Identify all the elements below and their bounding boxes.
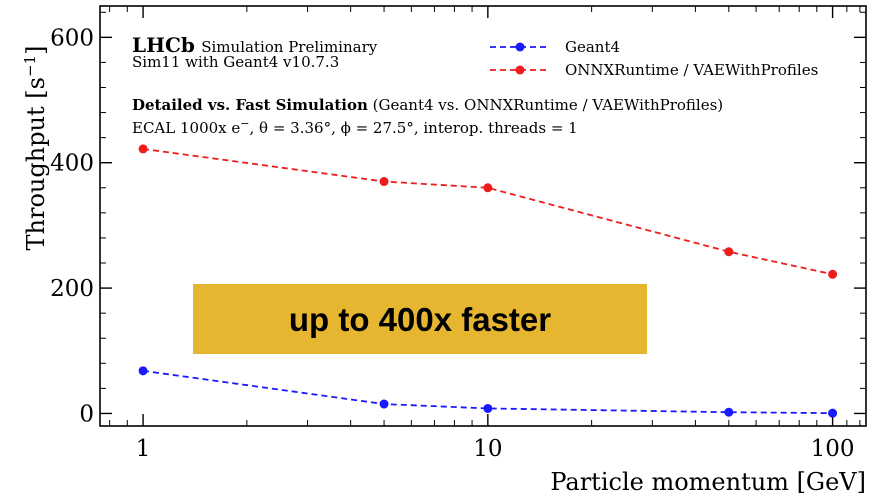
series-line-0 [142, 369, 833, 415]
series-1-point [724, 247, 734, 257]
y-tick-label: 200 [50, 276, 94, 302]
config-prefix: ECAL 1000x e [132, 119, 240, 137]
legend-marker-1 [515, 65, 525, 75]
x-tick-label: 100 [811, 436, 855, 462]
comparison-label: Detailed vs. Fast Simulation (Geant4 vs.… [132, 96, 723, 114]
x-tick-label: 1 [136, 436, 151, 462]
y-axis-label-close: ] [22, 46, 50, 55]
series-0-point [828, 408, 838, 418]
y-axis-label-main: Throughput [s [22, 77, 50, 250]
y-axis-label-sup: −1 [21, 55, 39, 77]
sim-version-label: Sim11 with Geant4 v10.7.3 [132, 53, 339, 71]
y-tick-label: 0 [79, 401, 94, 427]
config-label: ECAL 1000x e−, θ = 3.36°, ϕ = 27.5°, int… [132, 117, 578, 137]
series-line-1 [142, 148, 833, 276]
lhcb-header: LHCb Simulation Preliminary [132, 33, 378, 57]
legend-label-0: Geant4 [565, 38, 620, 56]
config-sup: − [240, 117, 249, 130]
series-1-point [483, 183, 493, 193]
series-0-point [379, 399, 389, 409]
series-0-point [724, 407, 734, 417]
experiment-label: LHCb [132, 33, 195, 57]
legend-marker-0 [515, 42, 525, 52]
series-1-point [379, 177, 389, 187]
y-tick-label: 400 [50, 151, 94, 177]
series-0-point [483, 403, 493, 413]
series-1-point [138, 144, 148, 154]
experiment-sub-label: Simulation Preliminary [201, 38, 378, 56]
series-1-point [828, 269, 838, 279]
x-axis-ticks: 1 10 100 [109, 6, 861, 462]
plot-frame [99, 5, 867, 427]
series-0-point [138, 366, 148, 376]
banner-text: up to 400x faster [289, 301, 551, 338]
y-tick-label: 600 [50, 25, 94, 51]
y-axis-label: Throughput [s−1] [21, 46, 50, 251]
x-tick-label: 10 [473, 436, 502, 462]
config-rest: , θ = 3.36°, ϕ = 27.5°, interop. threads… [250, 119, 578, 137]
series-layer [138, 144, 838, 418]
x-axis-label: Particle momentum [GeV] [550, 468, 866, 496]
comparison-rest: (Geant4 vs. ONNXRuntime / VAEWithProfile… [373, 96, 723, 114]
legend: Geant4 ONNXRuntime / VAEWithProfiles [490, 38, 818, 79]
y-axis-ticks: 0 200 400 600 [50, 11, 866, 427]
legend-label-1: ONNXRuntime / VAEWithProfiles [565, 61, 818, 79]
banner-background [193, 284, 647, 354]
comparison-bold: Detailed vs. Fast Simulation [132, 96, 368, 114]
